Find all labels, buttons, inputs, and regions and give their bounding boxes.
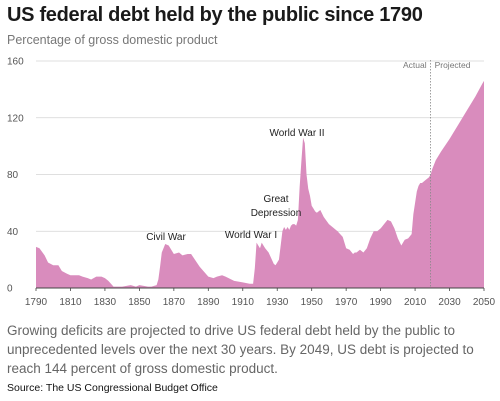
annotations: Civil War World War I Great Depression World… bbox=[146, 128, 324, 243]
y-tick-label: 40 bbox=[7, 227, 19, 238]
x-tick-label: 1790 bbox=[25, 297, 48, 308]
x-tick-label: 2030 bbox=[438, 297, 461, 308]
x-tick-label: 1990 bbox=[369, 297, 392, 308]
y-tick-label: 160 bbox=[7, 57, 24, 68]
debt-area bbox=[36, 80, 484, 288]
source-note: Source: The US Congressional Budget Offi… bbox=[7, 382, 218, 394]
annotation-label: Great bbox=[263, 194, 288, 205]
y-tick-labels: 0 40 80 120 160 bbox=[7, 57, 24, 295]
x-tick-labels: 1790 1810 1830 1850 1870 1890 1910 1930 1950 1970… bbox=[25, 288, 496, 308]
grid-lines bbox=[36, 60, 484, 232]
y-tick-label: 120 bbox=[7, 113, 24, 124]
y-tick-label: 0 bbox=[7, 284, 13, 295]
x-tick-label: 1930 bbox=[266, 297, 289, 308]
x-tick-label: 1890 bbox=[197, 297, 220, 308]
annotation-label: Depression bbox=[251, 208, 302, 219]
annotation-label: World War I bbox=[225, 230, 277, 241]
x-tick-label: 1970 bbox=[335, 297, 358, 308]
projected-label: Projected bbox=[435, 60, 471, 70]
x-tick-label: 1810 bbox=[59, 297, 82, 308]
chart-subtitle: Percentage of gross domestic product bbox=[7, 33, 218, 47]
y-tick-label: 80 bbox=[7, 170, 19, 181]
area-layer bbox=[36, 80, 484, 288]
annotation-label: World War II bbox=[269, 128, 324, 139]
x-tick-label: 1850 bbox=[128, 297, 151, 308]
x-tick-label: 2050 bbox=[473, 297, 496, 308]
x-tick-label: 1830 bbox=[94, 297, 117, 308]
annotation-label: Civil War bbox=[146, 232, 186, 243]
chart-caption: Growing deficits are projected to drive … bbox=[7, 323, 474, 376]
chart-title: US federal debt held by the public since… bbox=[7, 4, 423, 26]
x-tick-label: 1950 bbox=[301, 297, 324, 308]
actual-projected-divider: Actual Projected bbox=[403, 60, 471, 288]
x-tick-label: 1910 bbox=[232, 297, 255, 308]
actual-label: Actual bbox=[403, 60, 427, 70]
debt-area-chart: 0 40 80 120 160 1790 1810 1830 1850 1870 1890 1910… bbox=[7, 57, 496, 309]
x-tick-label: 2010 bbox=[404, 297, 427, 308]
x-tick-label: 1870 bbox=[163, 297, 186, 308]
